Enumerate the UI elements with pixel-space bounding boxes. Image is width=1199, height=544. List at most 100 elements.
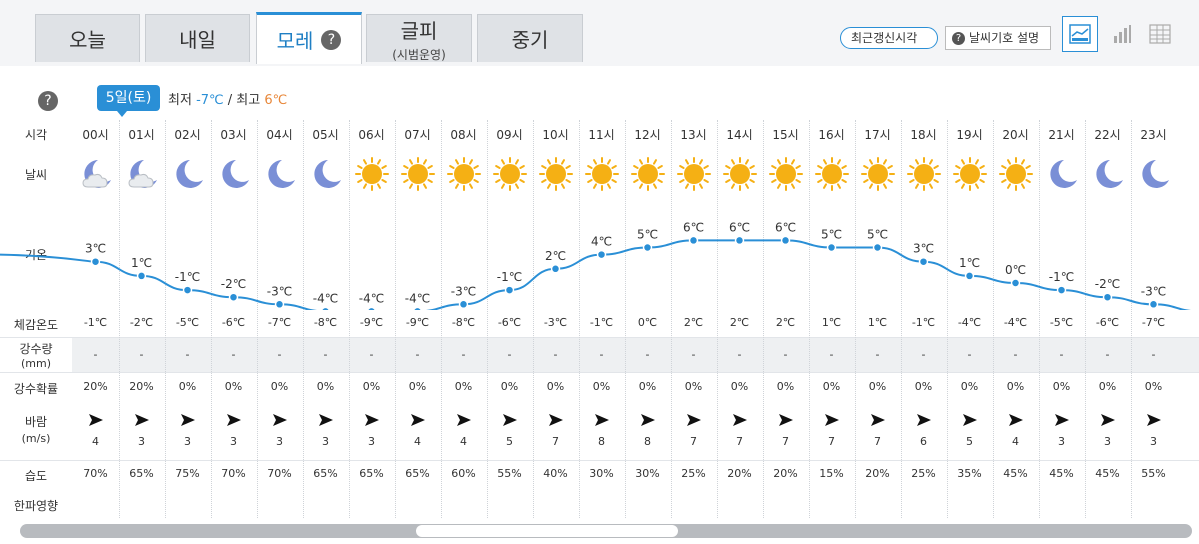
wind-speed-value: 7 [828, 435, 835, 448]
precip-value: - [691, 348, 696, 361]
wind-speed-value: 4 [414, 435, 421, 448]
temperature-point [90, 256, 101, 267]
wind-arrow-icon [364, 414, 379, 426]
humidity-value: 30% [635, 467, 660, 480]
temperature-label: 3℃ [85, 242, 106, 256]
sun-icon [354, 157, 389, 191]
humidity-value: 30% [589, 467, 614, 480]
temperature-point [734, 235, 745, 246]
temperature-point [1010, 278, 1021, 288]
temperature-point [504, 285, 515, 295]
precip-value: - [783, 348, 788, 361]
temperature-label: -3℃ [1141, 284, 1166, 298]
column-divider [947, 120, 948, 518]
separator: / [227, 93, 233, 108]
wind-speed-value: 3 [1150, 435, 1157, 448]
chart-view-button[interactable] [1062, 16, 1098, 52]
tab-today[interactable]: 오늘 [35, 14, 140, 62]
temperature-point [1056, 285, 1067, 295]
divider [0, 372, 1199, 373]
sun-icon [676, 157, 711, 191]
wind-arrow-icon [686, 414, 701, 426]
moon-icon [1141, 160, 1169, 188]
precip-value: - [461, 348, 466, 361]
sun-icon [538, 157, 573, 191]
precip-value: - [323, 348, 328, 361]
moon-icon [175, 160, 203, 188]
temperature-point [780, 235, 791, 246]
column-divider [763, 120, 764, 518]
feels-like-value: 1℃ [821, 316, 842, 329]
tab-three-days[interactable]: 글피 (시범운영) [366, 14, 472, 62]
temperature-point [642, 242, 653, 253]
hour-label: 16시 [818, 128, 845, 142]
hour-label: 03시 [220, 128, 247, 142]
precip-value: - [645, 348, 650, 361]
help-icon[interactable]: ? [321, 29, 342, 50]
precip-prob-value: 0% [960, 380, 979, 393]
recent-update-button[interactable]: 최근갱신시각 [840, 27, 938, 49]
temperature-point [182, 285, 193, 295]
hour-label: 09시 [496, 128, 523, 142]
temperature-label: 6℃ [775, 220, 796, 234]
table-view-button[interactable] [1142, 16, 1178, 52]
hour-label: 17시 [864, 128, 891, 142]
precip-value: - [369, 348, 374, 361]
wind-arrow-icon [226, 414, 241, 426]
precip-prob-value: 0% [454, 380, 473, 393]
bar-view-button[interactable] [1104, 16, 1140, 52]
column-divider [303, 120, 304, 518]
humidity-value: 20% [865, 467, 890, 480]
sun-icon [998, 157, 1033, 191]
sun-icon [952, 157, 987, 191]
humidity-value: 55% [497, 467, 522, 480]
tab-day-after-tomorrow[interactable]: 모레? [256, 12, 362, 64]
column-divider [671, 120, 672, 518]
temperature-label: 5℃ [637, 228, 658, 242]
row-label-cold: 한파영향 [13, 499, 59, 513]
row-label-weather: 날씨 [24, 168, 48, 182]
wind-speed-value: 7 [690, 435, 697, 448]
column-divider [993, 120, 994, 518]
wind-speed-value: 3 [368, 435, 375, 448]
help-icon[interactable]: ? [38, 91, 58, 111]
hour-label: 19시 [956, 128, 983, 142]
wind-arrow-icon [594, 414, 609, 426]
hour-label: 02시 [174, 128, 201, 142]
precip-value: - [875, 348, 880, 361]
sun-icon [584, 157, 619, 191]
tab-midterm[interactable]: 중기 [477, 14, 583, 62]
temperature-point [1148, 299, 1159, 310]
hour-label: 11시 [588, 128, 615, 142]
min-value: -7℃ [196, 93, 224, 108]
temperature-point [320, 306, 331, 310]
temperature-point [228, 292, 239, 302]
feels-like-value: -6℃ [1095, 316, 1120, 329]
column-divider [211, 120, 212, 518]
tab-tomorrow[interactable]: 내일 [145, 14, 250, 62]
humidity-value: 15% [819, 467, 844, 480]
temperature-label: -3℃ [267, 284, 292, 298]
row-label-wind: 바람 [24, 415, 48, 429]
feels-like-value: -5℃ [1049, 316, 1074, 329]
sun-icon [446, 157, 481, 191]
hour-label: 01시 [128, 128, 155, 142]
tab-sublabel: (시범운영) [392, 47, 446, 62]
humidity-value: 45% [1095, 467, 1120, 480]
column-divider [1131, 120, 1132, 518]
precip-prob-value: 0% [592, 380, 611, 393]
precip-prob-value: 0% [316, 380, 335, 393]
scrollbar-thumb[interactable] [416, 525, 678, 537]
feels-like-value: 0℃ [637, 316, 658, 329]
temperature-label: 2℃ [545, 249, 566, 263]
temperature-label: 0℃ [1005, 263, 1026, 277]
humidity-value: 20% [773, 467, 798, 480]
min-label: 최저 [168, 93, 192, 108]
sun-icon [860, 157, 895, 191]
symbol-help-button[interactable]: ? 날씨기호 설명 [945, 26, 1051, 50]
wind-arrow-icon [318, 414, 333, 426]
humidity-value: 70% [83, 467, 108, 480]
wind-speed-value: 5 [966, 435, 973, 448]
wind-arrow-icon [456, 414, 471, 426]
hour-label: 05시 [312, 128, 339, 142]
